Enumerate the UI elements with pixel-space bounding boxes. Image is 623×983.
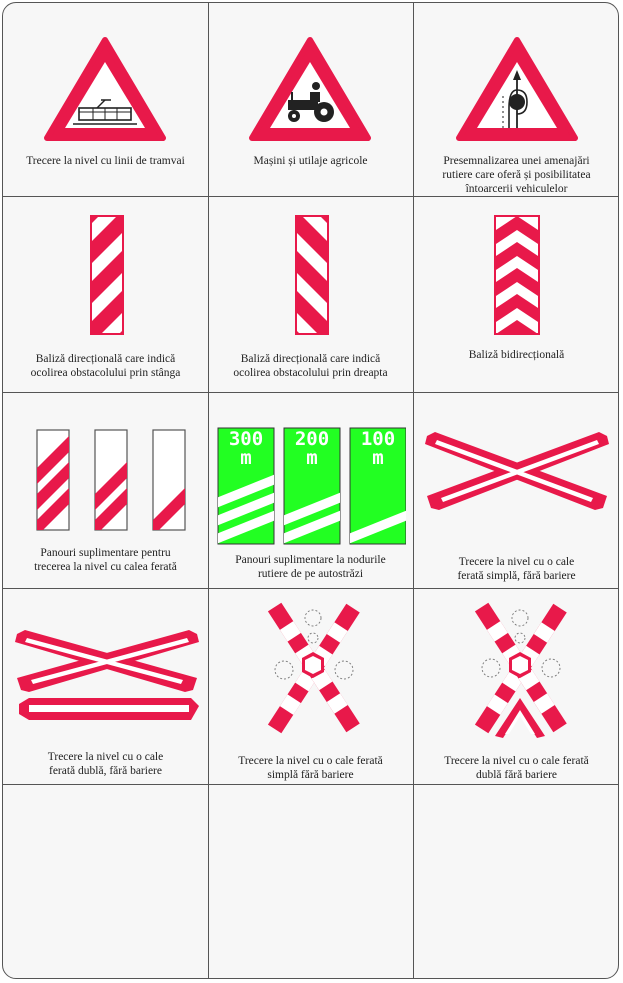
tram-crossing-icon xyxy=(44,37,166,141)
tractor-icon xyxy=(249,37,371,141)
cell-railway-countdown-panels: Panouri suplimentare pentru trecerea la … xyxy=(3,392,208,588)
double-cross-lights-icon xyxy=(474,602,567,738)
double-cross-icon xyxy=(15,630,199,720)
sign-caption: Baliză direcțională care indică ocolirea… xyxy=(233,353,388,379)
u-turn-presignal-icon xyxy=(456,37,578,141)
cell-left-beacon: Baliză direcțională care indică ocolirea… xyxy=(3,196,208,392)
empty-cell xyxy=(413,784,618,978)
sign-caption: Baliză direcțională care indică ocolirea… xyxy=(30,353,181,379)
cell-tram-crossing: Trecere la nivel cu linii de tramvai xyxy=(3,3,208,196)
sign-caption: Mașini și utilaje agricole xyxy=(253,155,368,167)
row-divider xyxy=(3,588,618,589)
cell-single-cross: Trecere la nivel cu o cale ferată simplă… xyxy=(413,392,618,588)
cell-bidirectional-beacon: Baliză bidirecțională xyxy=(413,196,618,392)
column-divider xyxy=(208,3,209,978)
railway-countdown-panels-icon xyxy=(36,429,186,531)
sign-caption: Panouri suplimentare pentru trecerea la … xyxy=(34,547,177,573)
sign-caption: Trecere la nivel cu linii de tramvai xyxy=(26,155,185,167)
cell-single-cross-lights: Trecere la nivel cu o cale ferată simplă… xyxy=(208,588,413,784)
empty-cell xyxy=(3,784,208,978)
sign-caption: Trecere la nivel cu o cale ferată dublă … xyxy=(444,755,589,781)
motorway-exit-panels-icon: 300 m 200 m 100 m xyxy=(216,426,406,546)
empty-cell xyxy=(208,784,413,978)
panel-label: 100 m xyxy=(360,428,396,469)
cell-agricultural-machines: Mașini și utilaje agricole xyxy=(208,3,413,196)
row-divider xyxy=(3,392,618,393)
right-beacon-icon xyxy=(295,215,329,335)
column-divider xyxy=(413,3,414,978)
single-cross-icon xyxy=(425,432,609,510)
sign-caption: Trecere la nivel cu o cale ferată simplă… xyxy=(457,556,576,582)
panel-label: 200 m xyxy=(294,428,330,469)
single-cross-lights-icon xyxy=(267,602,360,734)
cell-motorway-exit-panels: 300 m 200 m 100 m Panouri suplimentare l… xyxy=(208,392,413,588)
cell-right-beacon: Baliză direcțională care indică ocolirea… xyxy=(208,196,413,392)
sign-caption: Presemnalizarea unei amenajări rutiere c… xyxy=(442,155,591,195)
left-beacon-icon xyxy=(90,215,124,335)
cell-double-cross-lights: Trecere la nivel cu o cale ferată dublă … xyxy=(413,588,618,784)
row-divider xyxy=(3,196,618,197)
sign-caption: Panouri suplimentare la nodurile rutiere… xyxy=(235,554,386,580)
bidirectional-beacon-icon xyxy=(494,215,540,335)
row-divider xyxy=(3,784,618,785)
sign-caption: Trecere la nivel cu o cale ferată simplă… xyxy=(238,755,383,781)
cell-double-cross: Trecere la nivel cu o cale ferată dublă,… xyxy=(3,588,208,784)
cell-u-turn-presignal: Presemnalizarea unei amenajări rutiere c… xyxy=(413,3,618,196)
sign-caption: Trecere la nivel cu o cale ferată dublă,… xyxy=(47,751,164,777)
panel-label: 300 m xyxy=(228,428,264,469)
sign-caption: Baliză bidirecțională xyxy=(468,349,565,361)
